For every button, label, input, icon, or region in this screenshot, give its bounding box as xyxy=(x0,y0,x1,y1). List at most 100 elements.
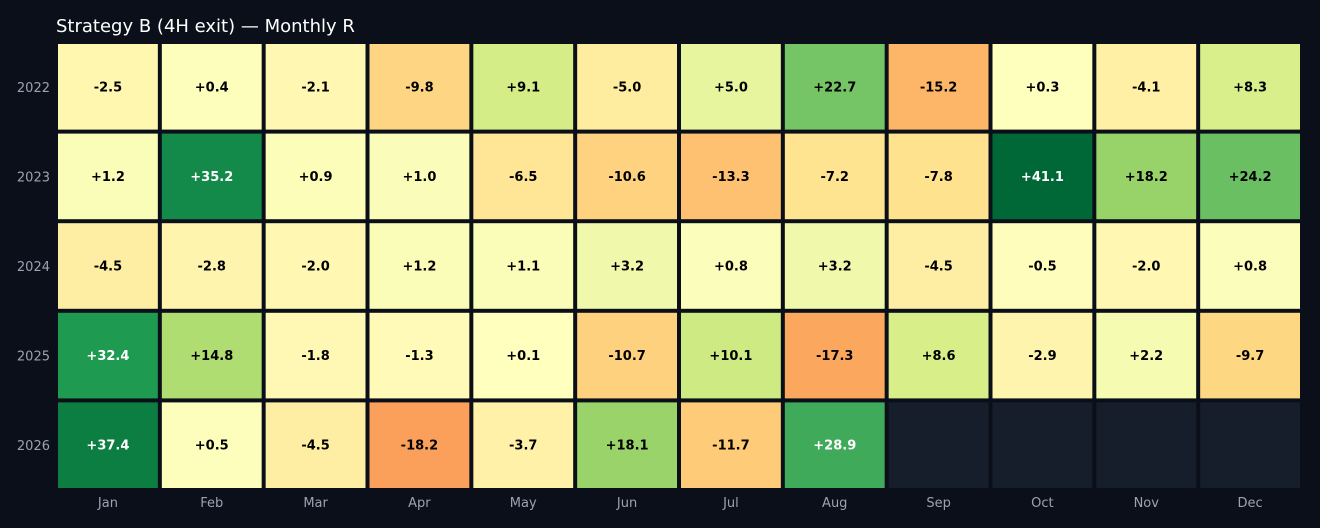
heatmap-cell xyxy=(263,400,368,490)
heatmap-cell xyxy=(679,400,783,490)
cell-value-label: +3.2 xyxy=(818,260,852,275)
heatmap-cell xyxy=(159,131,264,222)
cell-value-label: +0.8 xyxy=(1233,260,1267,275)
heatmap-cell xyxy=(159,400,264,490)
cell-value-label: +32.4 xyxy=(86,349,129,364)
heatmap-cell xyxy=(990,221,1095,311)
cell-value-label: +0.4 xyxy=(195,80,229,95)
y-tick-label: 2025 xyxy=(17,350,50,365)
cell-value-label: +1.2 xyxy=(402,260,436,275)
cell-value-label: +22.7 xyxy=(813,80,856,95)
heatmap-cell xyxy=(1094,400,1199,490)
heatmap-cell xyxy=(1198,42,1302,132)
heatmap-cell xyxy=(575,42,680,132)
heatmap-cell xyxy=(263,131,368,222)
y-tick-label: 2022 xyxy=(17,81,50,96)
heatmap-cell xyxy=(367,131,472,222)
heatmap-cell xyxy=(782,42,887,132)
heatmap-cell xyxy=(471,42,576,132)
heatmap-cell xyxy=(886,400,991,490)
cell-value-label: -7.2 xyxy=(821,170,849,185)
cell-value-label: +3.2 xyxy=(610,260,644,275)
cell-value-label: -1.3 xyxy=(405,349,433,364)
cell-value-label: -0.5 xyxy=(1028,260,1056,275)
heatmap-cell xyxy=(367,400,472,490)
heatmap-cell-labels: -2.5 +0.4 -2.1 -9.8 +9.1 -5.0 +5.0 +22.7 -15.2 +0… xyxy=(86,80,1271,453)
y-tick-label: 2023 xyxy=(17,170,50,185)
heatmap-cell xyxy=(782,310,887,401)
cell-value-label: -9.8 xyxy=(405,80,433,95)
heatmap-cell xyxy=(471,131,576,222)
heatmap-cell xyxy=(263,310,368,401)
cell-value-label: +18.2 xyxy=(1125,170,1168,185)
cell-value-label: -2.1 xyxy=(301,80,329,95)
cell-value-label: -4.5 xyxy=(94,260,122,275)
x-tick-label: Dec xyxy=(1238,496,1263,511)
cell-value-label: -15.2 xyxy=(920,80,957,95)
cell-value-label: -7.8 xyxy=(924,170,952,185)
heatmap-cell xyxy=(886,221,991,311)
x-tick-label: Sep xyxy=(926,496,951,511)
cell-value-label: +0.9 xyxy=(299,170,333,185)
heatmap-cell xyxy=(367,310,472,401)
heatmap-cell xyxy=(367,221,472,311)
x-tick-label: Oct xyxy=(1031,496,1053,511)
cell-value-label: -3.7 xyxy=(509,439,537,454)
cell-value-label: +1.2 xyxy=(91,170,125,185)
x-tick-label: Jul xyxy=(722,496,739,511)
cell-value-label: -1.8 xyxy=(301,349,329,364)
x-tick-label: Apr xyxy=(408,496,431,511)
cell-value-label: -5.0 xyxy=(613,80,641,95)
heatmap-cell xyxy=(1094,221,1199,311)
heatmap-cell xyxy=(159,310,264,401)
heatmap-cell xyxy=(367,42,472,132)
cell-value-label: +1.0 xyxy=(402,170,436,185)
heatmap-cell xyxy=(471,221,576,311)
heatmap-cell xyxy=(56,42,160,132)
cell-value-label: +1.1 xyxy=(506,260,540,275)
x-tick-label: Aug xyxy=(822,496,847,511)
x-tick-label: Mar xyxy=(303,496,328,511)
heatmap-cell xyxy=(1094,42,1199,132)
cell-value-label: +28.9 xyxy=(813,439,856,454)
heatmap-cell xyxy=(263,221,368,311)
cell-value-label: -2.9 xyxy=(1028,349,1056,364)
cell-value-label: +8.6 xyxy=(922,349,956,364)
x-tick-label: Jan xyxy=(97,496,118,511)
cell-value-label: +10.1 xyxy=(709,349,752,364)
heatmap-cell xyxy=(56,310,160,401)
heatmap-cells xyxy=(56,42,1302,490)
cell-value-label: +0.1 xyxy=(506,349,540,364)
heatmap-cell xyxy=(990,131,1095,222)
heatmap-cell xyxy=(56,400,160,490)
heatmap-cell xyxy=(471,310,576,401)
heatmap-cell xyxy=(886,131,991,222)
heatmap-cell xyxy=(575,221,680,311)
cell-value-label: -2.5 xyxy=(94,80,122,95)
heatmap-cell xyxy=(679,42,783,132)
heatmap-cell xyxy=(159,42,264,132)
cell-value-label: -2.8 xyxy=(198,260,226,275)
heatmap-cell xyxy=(679,131,783,222)
heatmap-cell xyxy=(1198,221,1302,311)
cell-value-label: +0.5 xyxy=(195,439,229,454)
cell-value-label: +37.4 xyxy=(86,439,129,454)
cell-value-label: +41.1 xyxy=(1021,170,1064,185)
cell-value-label: +0.3 xyxy=(1025,80,1059,95)
heatmap-cell xyxy=(159,221,264,311)
heatmap-cell xyxy=(886,310,991,401)
cell-value-label: -18.2 xyxy=(401,439,438,454)
x-tick-label: Nov xyxy=(1134,496,1160,511)
heatmap-cell xyxy=(56,131,160,222)
cell-value-label: -9.7 xyxy=(1236,349,1264,364)
heatmap-cell xyxy=(990,400,1095,490)
heatmap-cell xyxy=(782,400,887,490)
cell-value-label: +5.0 xyxy=(714,80,748,95)
cell-value-label: +14.8 xyxy=(190,349,233,364)
cell-value-label: -6.5 xyxy=(509,170,537,185)
heatmap-cell xyxy=(471,400,576,490)
heatmap-cell xyxy=(990,310,1095,401)
heatmap-cell xyxy=(1198,310,1302,401)
cell-value-label: -10.7 xyxy=(608,349,645,364)
